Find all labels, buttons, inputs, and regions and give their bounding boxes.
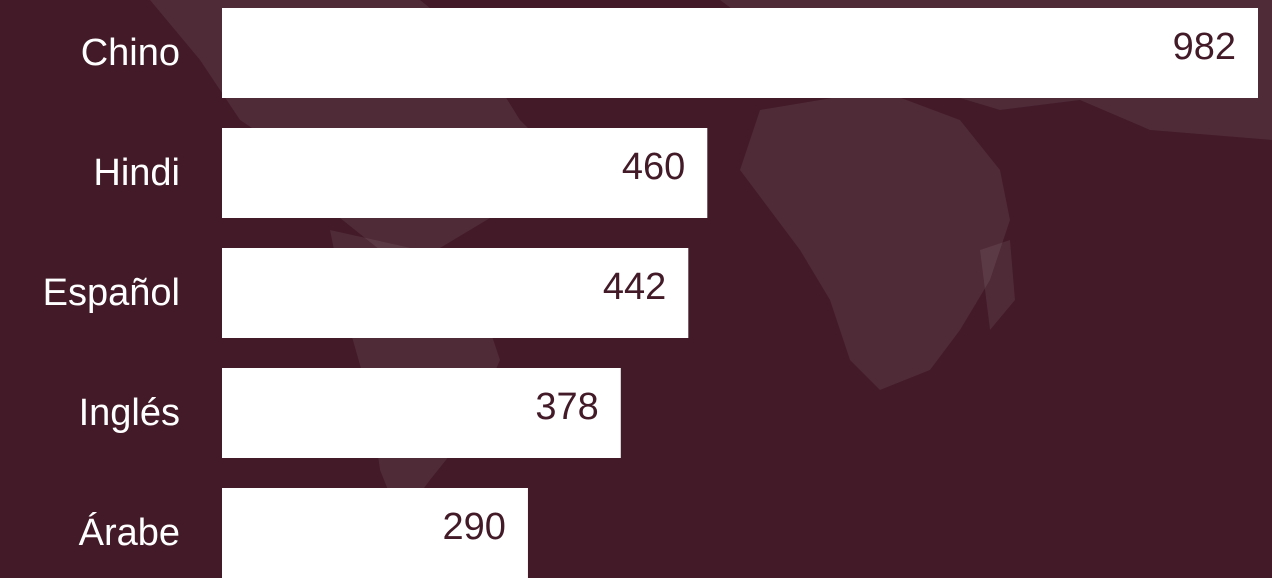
- value-label: 378: [535, 386, 598, 428]
- bar: [222, 368, 621, 458]
- map-land: [980, 240, 1015, 330]
- category-label: Español: [43, 272, 180, 314]
- category-label: Hindi: [93, 152, 180, 194]
- value-label: 290: [443, 506, 506, 548]
- bar: [222, 488, 528, 578]
- value-label: 442: [603, 266, 666, 308]
- bar: [222, 128, 708, 218]
- category-label: Inglés: [79, 392, 180, 434]
- bar: [222, 248, 689, 338]
- value-label: 460: [622, 146, 685, 188]
- category-label: Chino: [81, 32, 180, 74]
- map-land: [740, 90, 1010, 390]
- category-label: Árabe: [79, 511, 180, 554]
- value-label: 982: [1173, 26, 1236, 68]
- bar: [222, 8, 1258, 98]
